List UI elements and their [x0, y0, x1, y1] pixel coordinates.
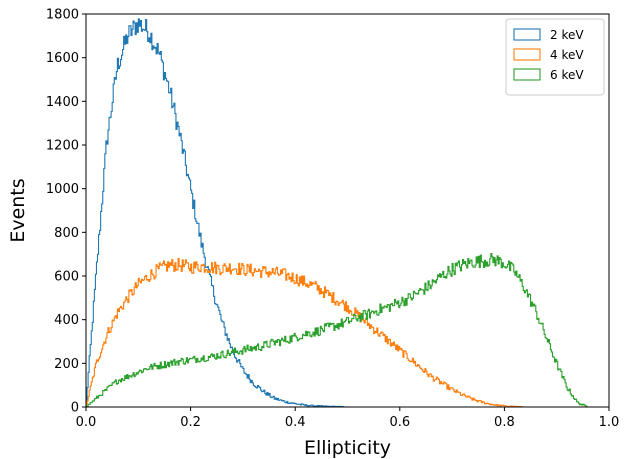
legend: 2 keV 4 keV 6 keV — [505, 18, 605, 96]
y-tick-label: 0 — [71, 401, 79, 416]
y-tick-label: 1600 — [46, 51, 79, 66]
x-tick-label: 0.0 — [76, 415, 97, 430]
y-tick-label: 600 — [54, 270, 79, 285]
y-tick-label: 1000 — [46, 182, 79, 197]
legend-swatch-2 — [513, 68, 541, 81]
series-line-0 — [86, 18, 349, 407]
legend-label-1: 4 keV — [550, 48, 584, 62]
series-line-1 — [86, 257, 526, 407]
legend-swatch-0 — [513, 28, 541, 41]
plot-frame — [85, 13, 610, 408]
legend-box — [505, 18, 605, 96]
series-line-2 — [86, 253, 589, 407]
legend-label-2: 6 keV — [550, 68, 584, 82]
x-tick-label: 0.6 — [389, 415, 410, 430]
axes-layer: 0.0 0.2 0.4 0.6 0.8 1.0 0 200 400 600 800 1000 1200 1… — [46, 8, 619, 431]
x-tick-label: 0.2 — [180, 415, 201, 430]
x-tick-label: 1.0 — [599, 415, 620, 430]
legend-swatch-1 — [513, 48, 541, 61]
y-tick-label: 200 — [54, 357, 79, 372]
legend-label-0: 2 keV — [550, 28, 584, 42]
y-tick-label: 800 — [54, 226, 79, 241]
y-tick-label: 1200 — [46, 139, 79, 154]
x-tick-label: 0.8 — [494, 415, 515, 430]
series-layer — [86, 18, 589, 407]
y-tick-label: 1400 — [46, 95, 79, 110]
y-axis-title: Events — [7, 178, 29, 242]
y-tick-label: 1800 — [46, 8, 79, 23]
x-tick-label: 0.4 — [285, 415, 306, 430]
y-tick-label: 400 — [54, 313, 79, 328]
x-axis-title: Ellipticity — [304, 437, 391, 459]
